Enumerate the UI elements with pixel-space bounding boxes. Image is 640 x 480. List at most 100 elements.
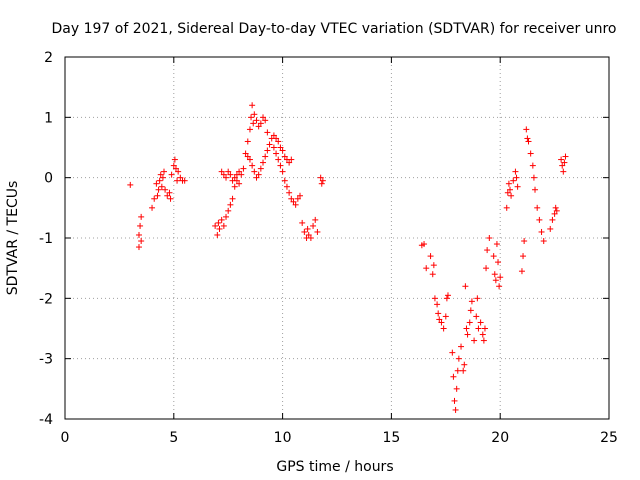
data-point <box>162 186 169 193</box>
data-point <box>231 174 238 181</box>
data-point <box>279 147 286 154</box>
data-point <box>158 183 165 190</box>
data-point <box>503 204 510 211</box>
data-point <box>479 331 486 338</box>
data-point <box>462 283 469 290</box>
data-point <box>135 244 142 251</box>
data-point <box>246 126 253 133</box>
data-point <box>266 141 273 148</box>
data-point <box>249 102 256 109</box>
data-point <box>558 156 565 163</box>
x-tick-label: 15 <box>382 430 400 446</box>
data-point <box>304 225 311 232</box>
data-point <box>461 361 468 368</box>
data-point <box>167 195 174 202</box>
data-point <box>307 235 314 241</box>
data-point <box>273 135 280 142</box>
data-point <box>238 171 245 178</box>
x-tick-label: 0 <box>61 430 70 446</box>
data-point <box>138 238 145 245</box>
data-point <box>264 129 271 136</box>
data-point <box>532 186 539 193</box>
y-tick-label: -4 <box>39 412 53 428</box>
data-point <box>434 301 441 308</box>
data-point <box>262 153 269 160</box>
data-point <box>156 177 163 184</box>
data-point <box>430 262 437 269</box>
data-point <box>231 183 238 190</box>
axis-ticks: 0 5 10 15 20 25 -4 -3 -2 -1 0 1 2 <box>39 50 618 446</box>
data-point <box>317 174 324 181</box>
data-point <box>270 132 277 139</box>
data-point <box>463 325 470 332</box>
data-point <box>218 216 225 223</box>
data-point <box>429 271 436 278</box>
data-point <box>264 147 271 154</box>
data-point <box>561 159 568 166</box>
data-point <box>518 268 525 275</box>
grid <box>65 57 609 419</box>
y-tick-label: -2 <box>39 291 53 307</box>
data-point <box>314 228 321 235</box>
data-point <box>490 253 497 260</box>
data-point <box>250 120 257 127</box>
x-axis-title: GPS time / hours <box>276 459 393 475</box>
data-point <box>466 319 473 326</box>
data-point <box>172 165 179 172</box>
data-point <box>301 228 308 235</box>
data-point <box>312 216 319 223</box>
data-point <box>248 114 255 121</box>
data-point <box>305 231 312 238</box>
data-point <box>244 138 251 145</box>
y-tick-label: 1 <box>44 110 53 126</box>
data-point <box>240 165 247 172</box>
data-point <box>127 181 134 188</box>
data-point <box>290 198 297 205</box>
data-point <box>166 189 173 196</box>
data-point <box>455 355 462 362</box>
chart-title: Day 197 of 2021, Sidereal Day-to-day VTE… <box>52 21 617 37</box>
data-point <box>249 162 256 169</box>
data-point <box>527 150 534 157</box>
data-point <box>508 192 515 199</box>
data-point <box>236 180 243 187</box>
data-point <box>253 174 260 181</box>
data-point <box>281 153 288 160</box>
data-point <box>319 177 326 184</box>
data-point <box>486 235 493 241</box>
data-point <box>227 171 234 178</box>
data-point <box>153 180 160 187</box>
data-point <box>549 216 556 223</box>
x-tick-label: 5 <box>169 430 178 446</box>
data-point <box>273 150 280 157</box>
data-point <box>212 222 219 229</box>
y-tick-label: -1 <box>39 231 53 247</box>
data-point <box>458 343 465 350</box>
data-point <box>177 174 184 181</box>
data-point <box>281 177 288 184</box>
data-point <box>138 213 145 220</box>
data-point <box>454 367 461 374</box>
data-point <box>283 183 290 190</box>
data-point <box>436 316 443 323</box>
x-tick-label: 10 <box>274 430 292 446</box>
data-point <box>505 180 512 187</box>
data-point <box>443 295 450 302</box>
data-point <box>492 277 499 284</box>
y-tick-label: 0 <box>44 171 53 187</box>
data-point <box>536 216 543 223</box>
data-point <box>464 331 471 338</box>
data-point <box>431 295 438 302</box>
data-point <box>310 222 317 229</box>
data-point <box>216 225 223 232</box>
data-point <box>161 168 168 175</box>
data-point <box>493 241 500 248</box>
data-point <box>225 207 232 214</box>
data-point <box>260 159 267 166</box>
data-point <box>495 259 502 266</box>
data-point <box>551 210 558 217</box>
data-point <box>451 397 458 404</box>
data-point <box>468 298 475 305</box>
data-point <box>233 177 240 184</box>
data-point <box>275 138 282 145</box>
